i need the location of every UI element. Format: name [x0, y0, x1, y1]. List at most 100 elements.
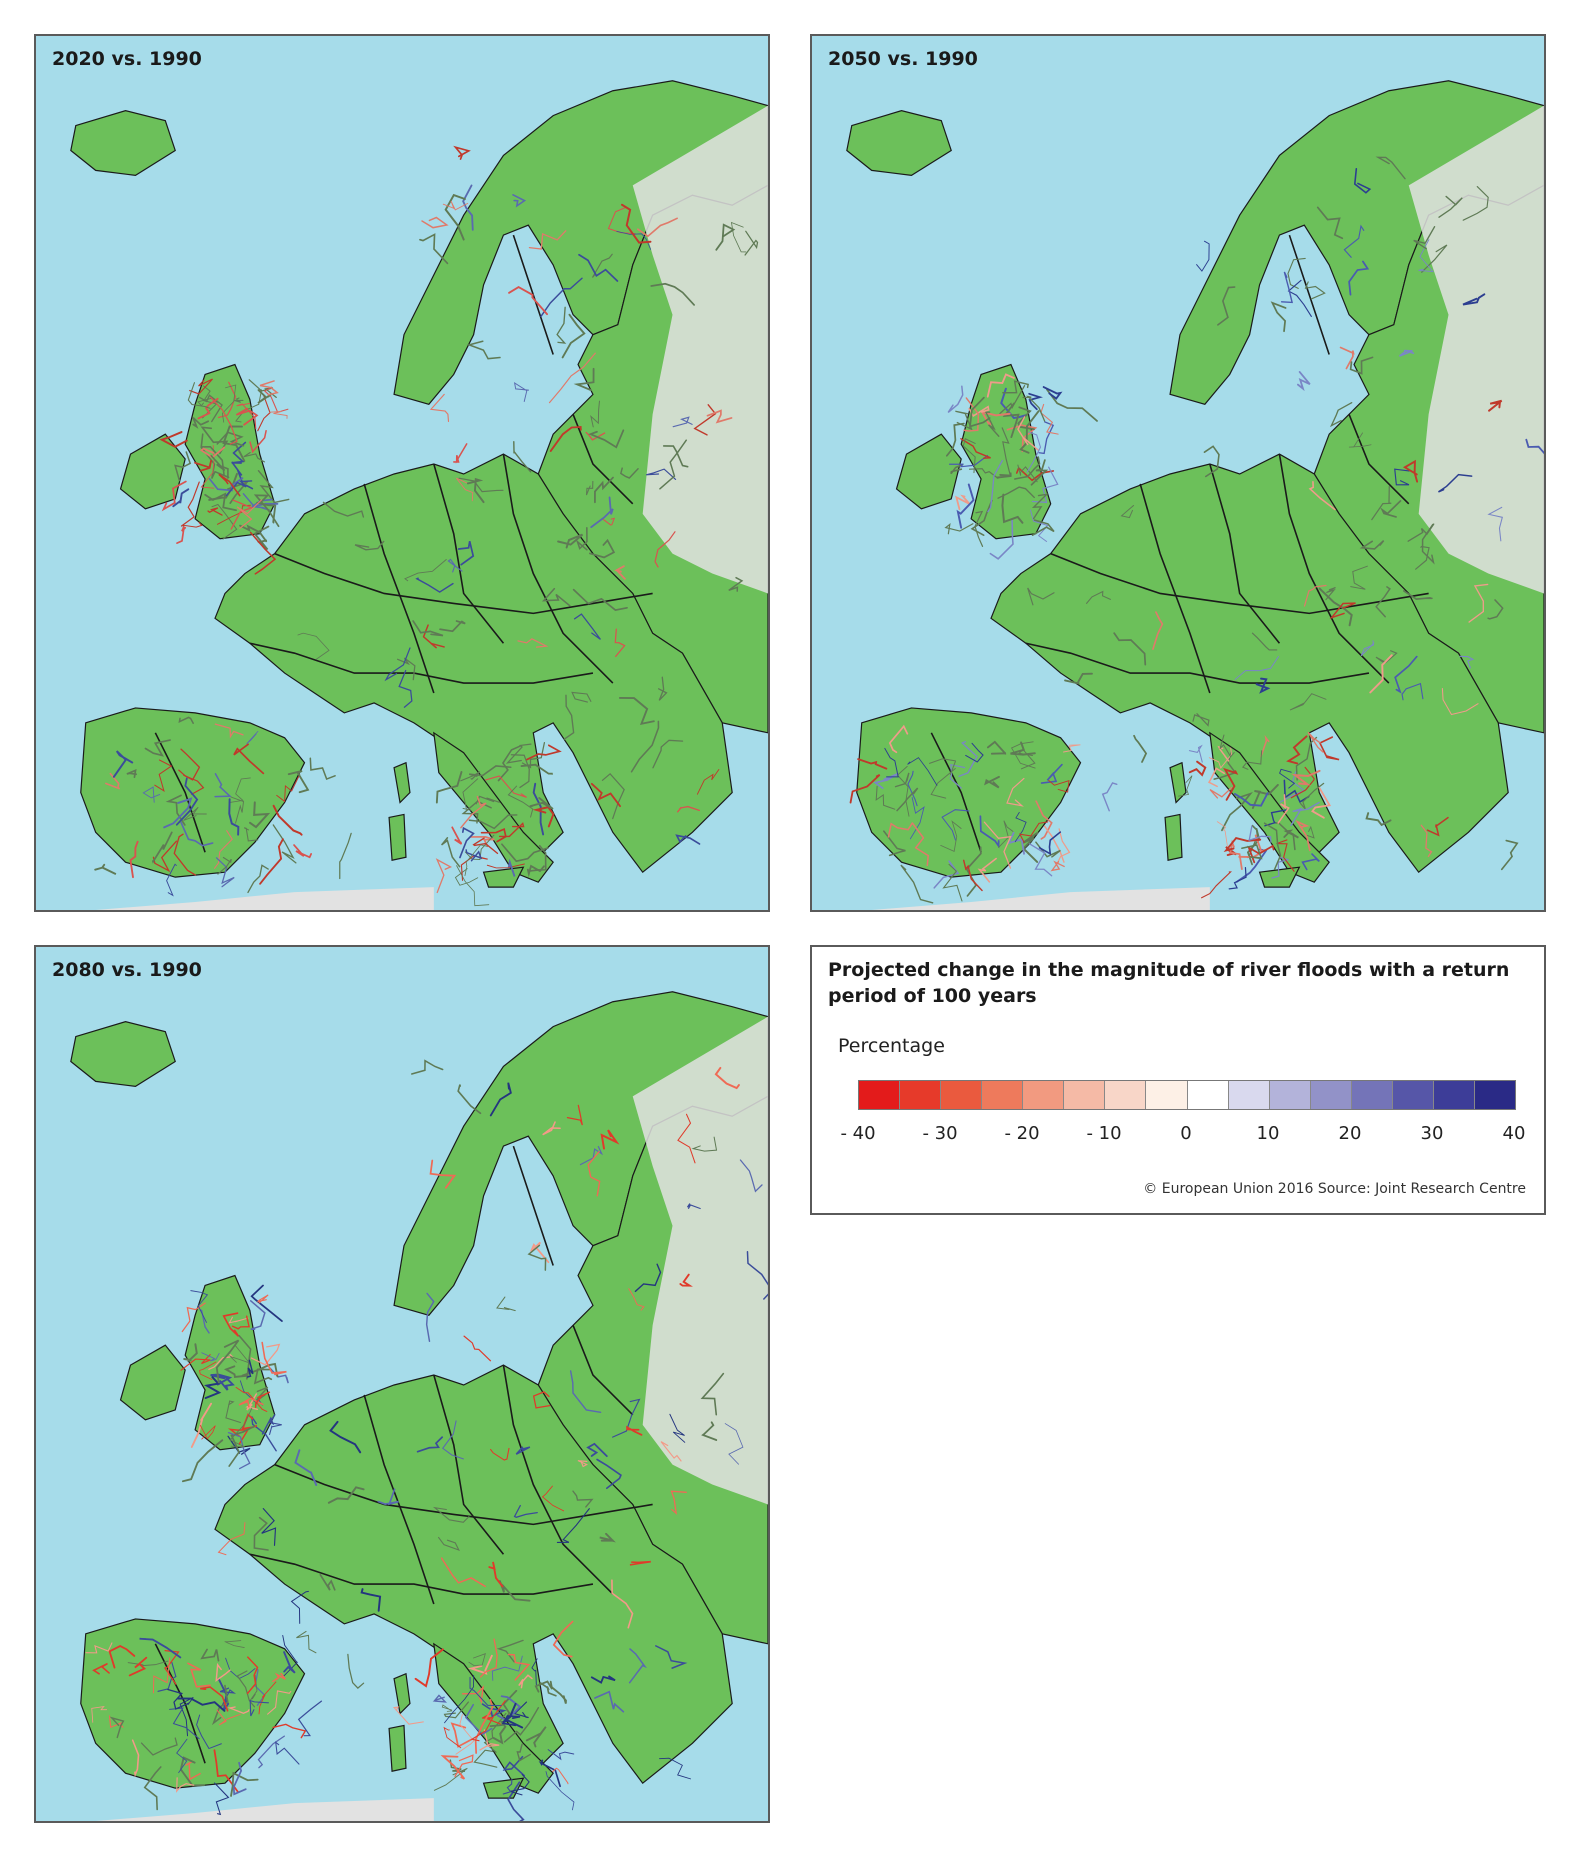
river-segment: [1421, 523, 1435, 565]
river-segment: [1413, 226, 1436, 250]
river-segment: [1014, 456, 1041, 480]
river-segment: [907, 770, 918, 807]
river-segment: [983, 821, 1012, 869]
river-segment: [472, 837, 499, 855]
land-area: [80, 1618, 306, 1789]
color-ramp: [858, 1080, 1516, 1110]
river-segment: [1234, 656, 1279, 680]
river-segment: [1303, 584, 1327, 607]
river-segment: [465, 849, 483, 862]
river-segment: [561, 313, 586, 359]
country-border: [512, 1145, 554, 1266]
river-segment: [575, 526, 588, 551]
europe-map-2020: [36, 36, 768, 910]
river-segment: [432, 1694, 448, 1703]
river-segment: [1040, 403, 1059, 435]
river-segment: [276, 773, 301, 803]
river-segment: [464, 834, 495, 861]
river-segment: [541, 587, 571, 607]
legend-tick-label: 30: [1420, 1123, 1444, 1144]
river-segment: [440, 1557, 486, 1588]
river-segment: [1394, 655, 1418, 694]
river-segment: [528, 230, 567, 250]
river-segment: [202, 385, 218, 419]
river-segment: [175, 777, 199, 826]
river-segment: [347, 1653, 365, 1689]
river-segment: [518, 1674, 533, 1689]
river-segment: [222, 1312, 240, 1337]
river-segment: [1048, 779, 1070, 793]
river-segment: [249, 430, 267, 454]
river-segment: [486, 863, 525, 869]
river-segment: [1031, 493, 1049, 520]
river-segment: [250, 1343, 281, 1366]
river-segment: [630, 720, 660, 773]
north-africa-area: [95, 1798, 434, 1821]
river-segment: [513, 381, 530, 402]
north-africa-area: [871, 887, 1210, 910]
river-segment: [1462, 185, 1489, 221]
river-segment: [461, 1685, 485, 1705]
river-segment: [208, 1354, 234, 1370]
river-segment: [327, 1486, 365, 1504]
river-segment: [200, 1648, 220, 1662]
river-segment: [246, 730, 259, 745]
river-segment: [282, 1635, 298, 1677]
river-segment: [571, 691, 592, 703]
river-segment: [1462, 293, 1486, 306]
river-segment: [290, 1590, 309, 1624]
river-segment: [1029, 509, 1049, 543]
river-segment: [1017, 464, 1038, 483]
river-segment: [268, 1421, 282, 1436]
river-segment: [997, 486, 1035, 499]
river-segment: [620, 467, 639, 479]
river-segment: [94, 863, 117, 875]
river-segment: [139, 1637, 182, 1659]
river-segment: [585, 431, 606, 441]
river-segment: [628, 1648, 647, 1684]
river-segment: [998, 820, 1014, 848]
river-segment: [444, 193, 466, 241]
river-segment: [552, 1620, 574, 1658]
river-segment: [228, 1316, 249, 1324]
river-segment: [457, 541, 475, 566]
river-segment: [443, 1701, 469, 1719]
river-segment: [958, 741, 978, 777]
river-segment: [297, 632, 330, 660]
river-segment: [272, 824, 297, 864]
river-segment: [586, 1442, 608, 1458]
river-segment: [231, 461, 254, 490]
river-segment: [243, 827, 259, 842]
river-segment: [1046, 388, 1098, 422]
land-area: [846, 110, 952, 176]
river-segment: [491, 1655, 523, 1681]
river-segment: [456, 477, 474, 502]
river-segment: [501, 843, 549, 863]
river-segment: [1343, 224, 1365, 258]
river-segment: [257, 469, 290, 504]
river-segment: [1279, 768, 1296, 789]
river-segment: [178, 716, 194, 725]
river-segment: [965, 846, 982, 897]
river-segment: [465, 1703, 493, 1736]
river-segment: [404, 559, 447, 582]
river-segment: [85, 1642, 113, 1654]
river-segment: [1415, 545, 1430, 570]
river-segment: [693, 404, 717, 436]
river-segment: [612, 1398, 641, 1438]
river-segment: [1010, 741, 1036, 769]
river-segment: [438, 1536, 460, 1552]
river-segment: [489, 1689, 518, 1728]
river-segment: [456, 865, 490, 907]
river-segment: [513, 1701, 529, 1719]
river-segment: [1209, 786, 1233, 799]
river-segment: [190, 1402, 213, 1448]
river-segment: [250, 1284, 283, 1322]
river-segment: [440, 1755, 466, 1780]
legend-tick-label: 0: [1180, 1123, 1192, 1144]
river-segment: [566, 1104, 583, 1126]
ramp-swatch: [1228, 1081, 1270, 1109]
river-segment: [1329, 401, 1353, 428]
legend-box: Projected change in the magnitude of riv…: [810, 945, 1546, 1215]
river-segment: [1207, 767, 1226, 788]
